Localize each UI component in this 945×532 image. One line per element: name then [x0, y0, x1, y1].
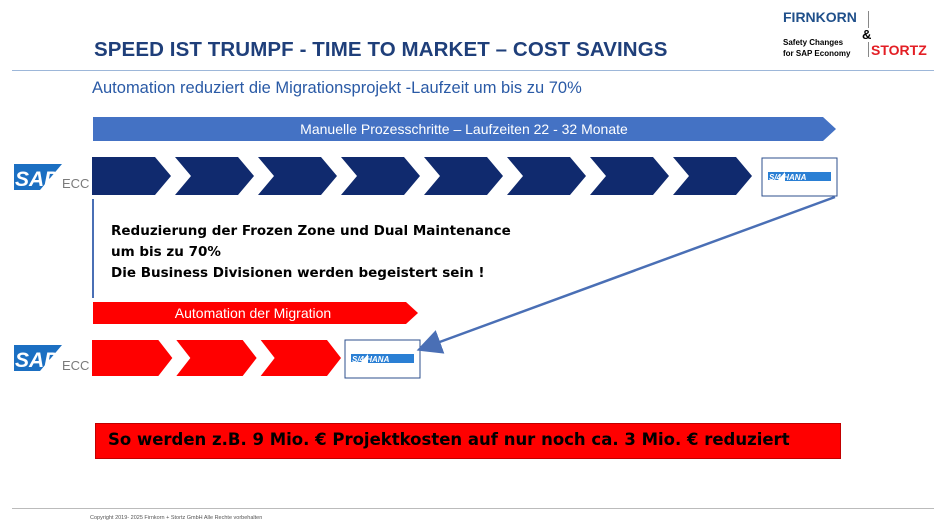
slide-title: SPEED IST TRUMPF - TIME TO MARKET – COST… [94, 38, 668, 61]
logo-ampersand: & [862, 27, 872, 42]
manual-step-chevron [590, 157, 669, 195]
reduction-note-line-1: Reduzierung der Frozen Zone und Dual Mai… [111, 223, 511, 239]
logo-stortz: STORTZ [871, 42, 927, 58]
reduction-note-line-3: Die Business Divisionen werden begeister… [111, 265, 485, 281]
automated-step-chevron [92, 340, 173, 376]
reduction-note: Reduzierung der Frozen Zone und Dual Mai… [111, 221, 511, 284]
automated-process-steps [92, 340, 341, 376]
sap-logo-shape [14, 345, 62, 371]
reduction-arrow [416, 195, 836, 354]
manual-banner-label: Manuelle Prozesschritte – Laufzeiten 22 … [300, 121, 628, 137]
manual-step-chevron [258, 157, 337, 195]
s4hana-target-bottom: S/4 HANA [344, 339, 421, 379]
sap-ecc-logo-bottom: SAP ECC [14, 345, 89, 373]
manual-step-chevron [341, 157, 420, 195]
copyright-notice: Copyright 2019- 2025 Firnkorn + Stortz G… [90, 515, 263, 521]
s4hana-target-top: S/4 HANA [761, 157, 838, 197]
reduction-note-line-2: um bis zu 70% [111, 244, 221, 260]
manual-banner-shape [93, 117, 836, 141]
logo-firnkorn: FIRNKORN [783, 9, 857, 25]
manual-banner: Manuelle Prozesschritte – Laufzeiten 22 … [93, 117, 836, 141]
automation-banner-shape [93, 302, 418, 324]
manual-process-steps [92, 157, 752, 195]
automation-banner: Automation der Migration [93, 302, 418, 324]
automated-step-chevron [176, 340, 257, 376]
ecc-label: ECC [62, 176, 89, 191]
automation-banner-label: Automation der Migration [175, 305, 331, 321]
s4hana-label: S/4 HANA [352, 355, 390, 364]
manual-step-chevron [92, 157, 171, 195]
ecc-label: ECC [62, 358, 89, 373]
slide-subtitle: Automation reduziert die Migrationsproje… [92, 79, 582, 97]
logo-tagline-1: Safety Changes [783, 38, 844, 47]
sap-brand-text: SAP [15, 168, 59, 191]
savings-callout: So werden z.B. 9 Mio. € Projektkosten au… [95, 423, 841, 459]
sap-ecc-logo-top: SAP ECC [14, 164, 89, 191]
s4hana-label: S/4 HANA [769, 173, 807, 182]
sap-brand-text: SAP [15, 349, 59, 372]
manual-step-chevron [673, 157, 752, 195]
footer-divider [12, 508, 934, 509]
manual-step-chevron [175, 157, 254, 195]
logo-tagline-2: for SAP Economy [783, 49, 851, 58]
title-divider [12, 70, 934, 71]
automated-step-chevron [260, 340, 341, 376]
manual-step-chevron [507, 157, 586, 195]
logo-divider [868, 11, 869, 28]
sap-logo-shape [14, 164, 62, 190]
savings-text: So werden z.B. 9 Mio. € Projektkosten au… [108, 430, 790, 449]
manual-step-chevron [424, 157, 503, 195]
logo-divider-2 [868, 42, 869, 57]
